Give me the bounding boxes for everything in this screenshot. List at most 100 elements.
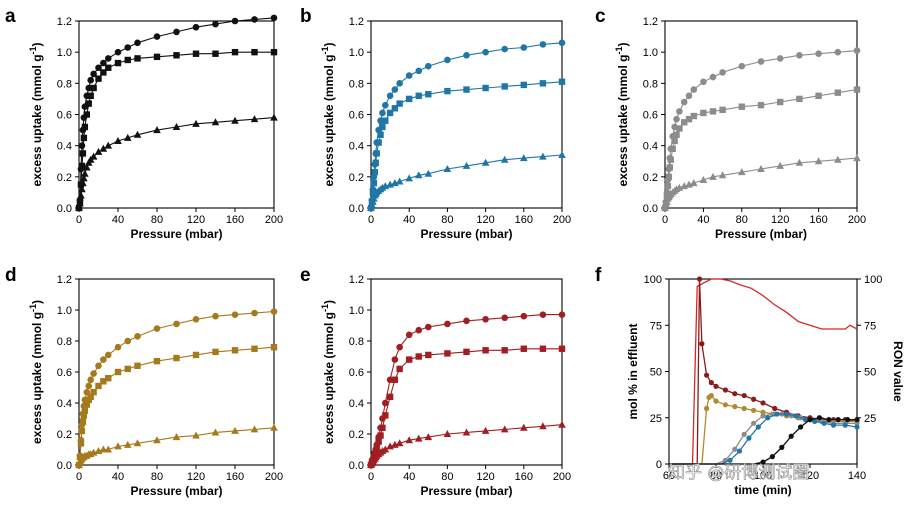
data-point-circle xyxy=(558,39,566,47)
y-tick-label: 0.2 xyxy=(57,429,72,441)
data-point-circle xyxy=(501,314,509,322)
x-axis-label: Pressure (mbar) xyxy=(420,227,512,241)
data-point-circle xyxy=(153,33,161,40)
data-point-square xyxy=(690,112,697,120)
data-point-circle xyxy=(104,55,112,62)
data-point-square xyxy=(396,100,403,107)
x-tick-label: 200 xyxy=(848,214,866,226)
data-point-square xyxy=(377,432,384,439)
data-point-circle xyxy=(212,312,219,320)
data-point-triangle xyxy=(94,147,103,155)
data-point-triangle xyxy=(424,169,433,177)
x-tick-label: 0 xyxy=(368,471,374,483)
x-tick-label: 80 xyxy=(151,214,163,226)
data-point-square xyxy=(90,84,97,92)
data-point-square xyxy=(105,64,112,71)
data-point-triangle xyxy=(500,425,509,433)
data-point-triangle xyxy=(462,428,471,436)
data-point-triangle xyxy=(123,440,132,448)
data-point-triangle xyxy=(481,158,490,166)
data-point-triangle xyxy=(718,171,727,179)
data-point-blue xyxy=(802,417,808,423)
data-point-black xyxy=(769,454,776,460)
data-point-gold xyxy=(708,392,714,399)
y-axis-label: excess uptake (mmol g-1) xyxy=(320,300,336,444)
x-tick-label: 0 xyxy=(368,214,374,226)
data-point-gold xyxy=(760,409,766,415)
data-point-square xyxy=(371,168,379,176)
data-point-dark-red xyxy=(696,276,703,282)
data-point-circle xyxy=(134,333,141,340)
data-point-triangle xyxy=(172,433,181,441)
data-point-square xyxy=(231,48,239,56)
data-point-square xyxy=(134,362,141,369)
data-point-square xyxy=(173,52,180,59)
y-tick-label: 0.2 xyxy=(349,172,364,184)
data-point-square xyxy=(667,156,674,163)
data-point-square xyxy=(796,95,803,103)
y-tick-label: 1.2 xyxy=(57,274,72,286)
x-tick-label: 120 xyxy=(187,214,205,226)
data-point-circle xyxy=(815,50,822,58)
y-tick-label: 1.0 xyxy=(57,305,72,317)
panel-label: d xyxy=(5,265,17,286)
data-point-circle xyxy=(114,343,122,351)
series-circle xyxy=(661,47,861,212)
data-point-triangle xyxy=(738,168,746,176)
data-point-circle xyxy=(391,356,399,363)
x-tick-label: 160 xyxy=(226,471,244,483)
data-point-square xyxy=(539,80,547,87)
data-point-square xyxy=(681,119,688,126)
data-point-circle xyxy=(173,28,180,36)
data-point-circle xyxy=(776,55,784,62)
data-point-circle xyxy=(87,376,94,384)
data-point-square xyxy=(396,365,403,373)
data-point-square xyxy=(79,150,87,157)
data-point-triangle xyxy=(520,423,528,431)
x-tick-label: 80 xyxy=(441,471,453,483)
data-point-gray xyxy=(741,431,747,437)
data-point-square xyxy=(81,123,89,131)
data-point-black xyxy=(807,417,813,423)
y-axis-label-close: ) xyxy=(30,42,44,46)
data-point-square xyxy=(83,111,90,118)
y2-tick-label: 50 xyxy=(864,367,876,379)
y-tick-label: 25 xyxy=(650,413,662,425)
data-point-square xyxy=(231,347,239,354)
data-point-triangle xyxy=(405,436,413,444)
y-tick-label: 0.8 xyxy=(57,78,72,90)
data-point-square xyxy=(382,412,389,419)
data-point-dark-red xyxy=(760,400,766,406)
data-point-circle xyxy=(173,320,180,328)
y-tick-label: 0.6 xyxy=(349,110,364,122)
data-point-triangle xyxy=(231,116,239,124)
data-point-square xyxy=(95,382,102,390)
data-point-square xyxy=(79,418,87,425)
data-point-circle xyxy=(192,23,200,31)
data-point-circle xyxy=(501,45,509,53)
panel-label: c xyxy=(595,6,606,27)
data-point-circle xyxy=(396,343,403,351)
data-point-triangle xyxy=(539,422,547,430)
data-point-triangle xyxy=(75,204,83,211)
data-point-circle xyxy=(719,69,726,76)
y-tick-label: 0.4 xyxy=(349,398,364,410)
y-tick-label: 0.2 xyxy=(57,172,72,184)
data-point-triangle xyxy=(853,154,861,162)
data-point-triangle xyxy=(395,439,404,447)
y-axis-label-sup: -1 xyxy=(320,46,330,54)
series-circle xyxy=(75,14,278,212)
y-tick-label: 1.2 xyxy=(643,16,658,28)
data-point-circle xyxy=(482,316,489,323)
data-point-square xyxy=(834,89,841,96)
data-point-square xyxy=(709,108,717,115)
data-point-circle xyxy=(463,51,470,59)
data-point-triangle xyxy=(709,172,717,180)
y-tick-label: 1.0 xyxy=(643,47,658,59)
data-point-dark-red xyxy=(713,383,719,389)
y-tick-label: 0.8 xyxy=(349,336,364,348)
y-tick-label: 1.2 xyxy=(57,16,72,28)
data-point-triangle xyxy=(123,133,132,141)
data-point-square xyxy=(664,182,672,190)
